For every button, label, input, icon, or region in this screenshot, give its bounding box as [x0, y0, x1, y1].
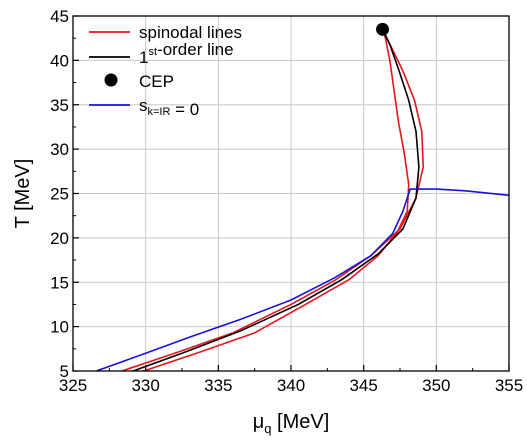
- legend-label: spinodal lines: [139, 23, 242, 42]
- y-tick-label: 15: [50, 273, 69, 292]
- y-tick-label: 30: [50, 140, 69, 159]
- x-axis-title-sub: q: [264, 421, 271, 436]
- series-line-3: [130, 28, 420, 371]
- y-tick-label: 40: [50, 51, 69, 70]
- x-tick-label: 355: [495, 376, 523, 395]
- marker-layer: [376, 22, 390, 36]
- x-axis-title-unit: [MeV]: [271, 411, 329, 433]
- legend-entry-4: sk=IR = 0: [89, 96, 199, 119]
- y-tick-label: 5: [60, 362, 69, 381]
- x-axis-title: μq [MeV]: [253, 411, 330, 436]
- legend-label: sk=IR = 0: [139, 96, 199, 119]
- legend-entry-2: 1st-order line: [89, 40, 234, 67]
- x-tick-label: 345: [349, 376, 377, 395]
- y-axis-title: T [MeV]: [12, 159, 34, 229]
- legend-marker: [104, 73, 118, 87]
- y-tick-label: 10: [50, 318, 69, 337]
- x-tick-label: 350: [422, 376, 450, 395]
- legend-entry-1: spinodal lines: [89, 23, 242, 42]
- series-line-1: [119, 28, 425, 371]
- tick-layer: 325 330 335 340 345 350 355 5 10 15 20 25 30 35 40 45: [50, 7, 523, 395]
- series-line-4: [95, 188, 509, 371]
- x-tick-label: 325: [59, 376, 87, 395]
- cep-marker: [376, 22, 390, 36]
- legend-entry-3: CEP: [104, 72, 174, 91]
- y-tick-label: 20: [50, 229, 69, 248]
- grid-layer: [73, 16, 509, 371]
- series-line-2: [141, 29, 410, 371]
- x-tick-label: 335: [204, 376, 232, 395]
- legend-label: CEP: [139, 72, 174, 91]
- x-tick-label: 330: [131, 376, 159, 395]
- series-layer: [95, 28, 509, 371]
- legend-label: 1st-order line: [139, 40, 234, 67]
- y-tick-label: 35: [50, 96, 69, 115]
- y-tick-label: 25: [50, 185, 69, 204]
- x-tick-label: 340: [277, 376, 305, 395]
- y-tick-label: 45: [50, 7, 69, 26]
- x-axis-title-main: μ: [253, 411, 265, 433]
